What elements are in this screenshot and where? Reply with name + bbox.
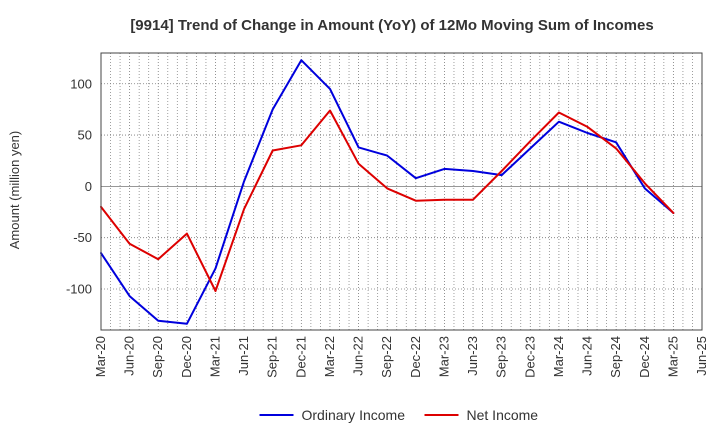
series-points-0 xyxy=(100,60,674,324)
x-tick-label: Dec-22 xyxy=(408,336,423,378)
y-tick-label: 0 xyxy=(85,179,92,194)
x-tick-label: Mar-24 xyxy=(551,336,566,377)
y-tick-label: 100 xyxy=(70,76,92,91)
x-tick-label: Dec-23 xyxy=(522,336,537,378)
y-tick-label: 50 xyxy=(78,128,92,143)
x-tick-label: Dec-20 xyxy=(179,336,194,378)
x-tick-label: Sep-23 xyxy=(494,336,509,378)
legend-label: Ordinary Income xyxy=(302,407,406,423)
legend-item-0: Ordinary Income xyxy=(259,407,406,423)
x-tick-label: Jun-20 xyxy=(122,336,137,376)
minor-grid xyxy=(110,53,693,330)
x-tick-label: Sep-21 xyxy=(265,336,280,378)
x-tick-label: Mar-20 xyxy=(93,336,108,377)
y-axis-label: Amount (million yen) xyxy=(7,131,22,250)
series-points-1 xyxy=(100,110,674,292)
x-tick-label: Jun-23 xyxy=(465,336,480,376)
legend-item-1: Net Income xyxy=(424,407,539,423)
x-tick-label: Mar-21 xyxy=(207,336,222,377)
legend-label: Net Income xyxy=(467,407,539,423)
x-tick-label: Sep-22 xyxy=(379,336,394,378)
x-tick-label: Dec-24 xyxy=(637,336,652,378)
y-tick-label: -50 xyxy=(73,230,92,245)
legend: Ordinary Income Net Income xyxy=(259,407,539,423)
x-tick-label: Sep-20 xyxy=(150,336,165,378)
x-tick-label: Jun-21 xyxy=(236,336,251,376)
x-tick-label: Jun-24 xyxy=(580,336,595,376)
x-tick-label: Mar-25 xyxy=(665,336,680,377)
plot-background xyxy=(101,53,702,330)
x-tick-label: Dec-21 xyxy=(293,336,308,378)
x-tick-label: Jun-25 xyxy=(694,336,709,376)
x-tick-label: Jun-22 xyxy=(351,336,366,376)
chart-title: [9914] Trend of Change in Amount (YoY) o… xyxy=(130,17,653,34)
x-tick-label: Mar-22 xyxy=(322,336,337,377)
series-line-1 xyxy=(100,109,675,292)
series-line-0 xyxy=(100,59,675,325)
plot-area: 100 50 0 -50 -100 Mar-20 Jun-20 Sep-20 Dec-20 Mar… xyxy=(66,52,709,378)
x-tick-label: Mar-23 xyxy=(436,336,451,377)
major-grid xyxy=(100,53,703,330)
plot-border xyxy=(100,52,703,331)
x-tick-label: Sep-24 xyxy=(608,336,623,378)
y-tick-label: -100 xyxy=(66,281,92,296)
